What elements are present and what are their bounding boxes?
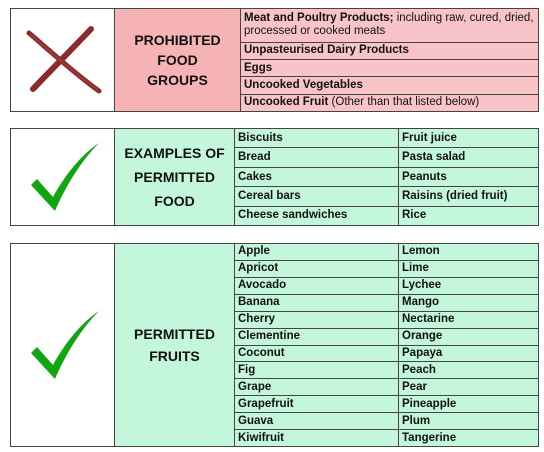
permitted-food-row-cell: Bread — [235, 148, 399, 167]
permitted-fruits-label-line: PERMITTED — [134, 326, 215, 342]
prohibited-label-line: GROUPS — [147, 72, 208, 88]
prohibited-item: Eggs — [241, 60, 538, 78]
permitted-food-row: Cereal bars Raisins (dried fruit) — [235, 187, 538, 207]
permitted-fruit-row-cell: Guava — [235, 413, 399, 430]
permitted-fruits-panel: PERMITTED FRUITS Apple Lemon Apricot Lime Av… — [10, 243, 539, 447]
prohibited-item: Meat and Poultry Products; including raw… — [241, 9, 538, 43]
permitted-fruit-row: Grape Pear — [235, 379, 538, 397]
permitted-fruit-row-cell: Cherry — [235, 311, 399, 328]
permitted-fruit-row-cell: Grapefruit — [235, 396, 399, 413]
prohibited-item-bold: Uncooked Vegetables — [244, 78, 363, 91]
permitted-fruit-row-cell: Lychee — [402, 279, 442, 292]
permitted-food-label-line: FOOD — [154, 193, 195, 209]
permitted-food-icon-cell — [11, 129, 115, 225]
permitted-fruit-row: Fig Peach — [235, 362, 538, 380]
permitted-fruit-row-cell: Tangerine — [402, 431, 457, 444]
permitted-food-row-cell: Biscuits — [235, 129, 399, 148]
prohibited-item: Uncooked Fruit (Other than that listed b… — [241, 95, 538, 111]
permitted-fruit-row: Clementine Orange — [235, 328, 538, 346]
permitted-fruit-row: Guava Plum — [235, 413, 538, 431]
permitted-fruit-row: Apple Lemon — [235, 244, 538, 261]
prohibited-item-note: (Other than that listed below) — [328, 96, 480, 109]
permitted-fruits-table: Apple Lemon Apricot Lime Avocado Lychee Banana… — [235, 244, 538, 447]
permitted-fruit-row-cell: Grape — [235, 379, 399, 396]
permitted-food-row: Cheese sandwiches Rice — [235, 206, 538, 226]
permitted-fruit-row-cell: Nectarine — [402, 313, 455, 326]
permitted-food-label: EXAMPLES OF PERMITTED FOOD — [115, 129, 235, 225]
permitted-fruits-label-line: FRUITS — [149, 348, 200, 364]
permitted-fruit-row-cell: Pineapple — [402, 397, 457, 410]
permitted-food-row-cell: Cheese sandwiches — [235, 206, 399, 226]
permitted-fruit-row-cell: Apple — [235, 244, 399, 260]
permitted-food-row-cell: Fruit juice — [402, 131, 457, 144]
permitted-fruit-row: Avocado Lychee — [235, 277, 538, 295]
permitted-fruit-row-cell: Lemon — [402, 245, 440, 258]
permitted-food-row-cell: Peanuts — [402, 170, 447, 183]
checkmark-icon — [30, 311, 99, 379]
permitted-fruit-row-cell: Banana — [235, 294, 399, 311]
permitted-food-row: Bread Pasta salad — [235, 148, 538, 168]
permitted-fruits-icon-cell — [11, 244, 115, 446]
checkmark-icon — [30, 143, 99, 211]
permitted-food-row-cell: Pasta salad — [402, 151, 466, 164]
permitted-fruit-row-cell: Plum — [402, 414, 431, 427]
permitted-fruit-row-cell: Kiwifruit — [235, 430, 399, 447]
prohibited-item-note: including raw, cured, dried, processed o… — [244, 12, 534, 38]
prohibited-item-bold: Uncooked Fruit — [244, 96, 329, 109]
permitted-food-row: Cakes Peanuts — [235, 167, 538, 188]
permitted-food-row-cell: Rice — [402, 209, 427, 222]
prohibited-label-line: PROHIBITED — [134, 32, 221, 48]
permitted-fruit-row: Coconut Papaya — [235, 345, 538, 363]
prohibited-food-panel: PROHIBITED FOOD GROUPS Meat and Poultry … — [10, 8, 539, 112]
prohibited-item-bold: Unpasteurised Dairy Products — [244, 44, 409, 57]
permitted-fruit-row: Banana Mango — [235, 294, 538, 312]
permitted-food-label-line: PERMITTED — [134, 169, 215, 185]
permitted-fruit-row-cell: Clementine — [235, 328, 399, 345]
permitted-food-panel: EXAMPLES OF PERMITTED FOOD Biscuits Fruit… — [10, 128, 539, 226]
prohibited-icon-cell — [11, 9, 115, 111]
permitted-fruit-row: Kiwifruit Tangerine — [235, 430, 538, 447]
cross-icon — [26, 26, 101, 94]
permitted-fruit-row-cell: Lime — [402, 262, 429, 275]
prohibited-label: PROHIBITED FOOD GROUPS — [115, 9, 241, 111]
prohibited-item-bold: Eggs — [244, 61, 273, 74]
permitted-food-row-cell: Cereal bars — [235, 187, 399, 206]
permitted-fruits-label: PERMITTED FRUITS — [115, 244, 235, 446]
permitted-fruit-row-cell: Fig — [235, 362, 399, 379]
permitted-food-row: Biscuits Fruit juice — [235, 129, 538, 149]
permitted-fruit-row-cell: Orange — [402, 330, 443, 343]
permitted-fruit-row-cell: Mango — [402, 296, 440, 309]
prohibited-item: Uncooked Vegetables — [241, 77, 538, 95]
permitted-fruit-row: Cherry Nectarine — [235, 311, 538, 329]
prohibited-items: Meat and Poultry Products; including raw… — [241, 9, 538, 111]
prohibited-item-bold: Meat and Poultry Products; — [244, 12, 394, 25]
permitted-fruit-row-cell: Peach — [402, 363, 436, 376]
permitted-fruit-row: Grapefruit Pineapple — [235, 396, 538, 414]
permitted-fruit-row-cell: Apricot — [235, 260, 399, 277]
prohibited-item: Unpasteurised Dairy Products — [241, 43, 538, 60]
prohibited-label-line: FOOD — [157, 52, 198, 68]
permitted-fruit-row-cell: Avocado — [235, 277, 399, 294]
permitted-fruit-row-cell: Pear — [402, 380, 427, 393]
permitted-fruit-row-cell: Papaya — [402, 346, 443, 359]
permitted-fruit-row-cell: Coconut — [235, 345, 399, 362]
permitted-food-row-cell: Raisins (dried fruit) — [402, 189, 508, 202]
permitted-food-label-line: EXAMPLES OF — [124, 145, 225, 161]
permitted-food-table: Biscuits Fruit juice Bread Pasta salad Cakes… — [235, 129, 538, 226]
permitted-food-row-cell: Cakes — [235, 167, 399, 187]
permitted-fruit-row: Apricot Lime — [235, 260, 538, 278]
